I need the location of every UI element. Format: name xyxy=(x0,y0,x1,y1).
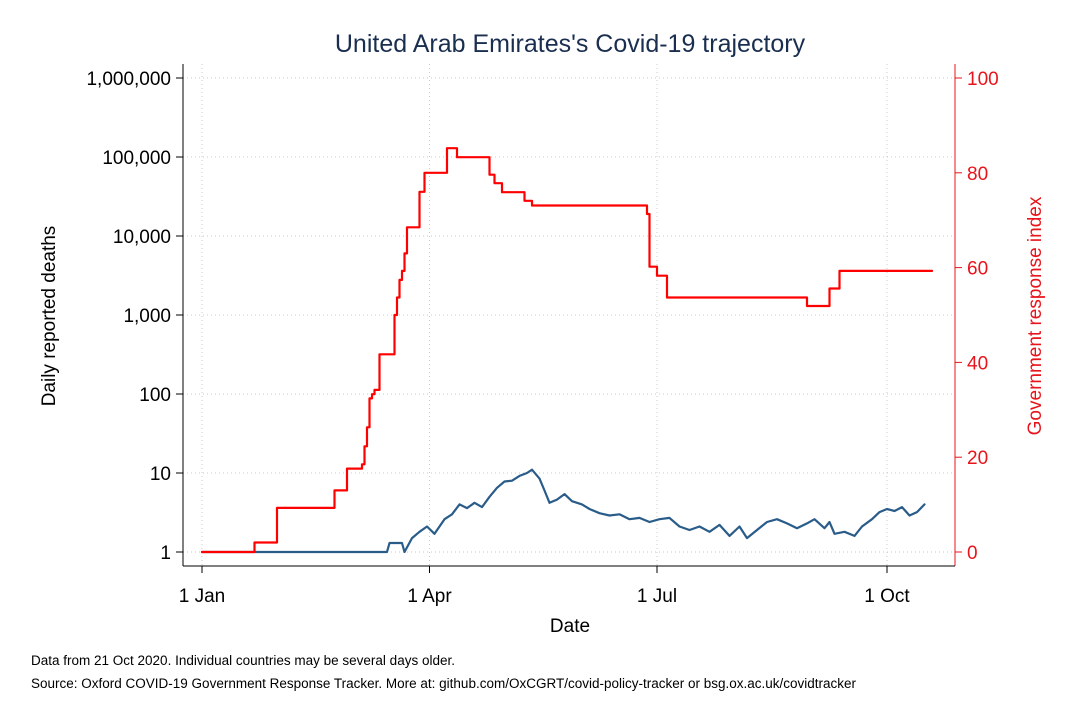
chart: United Arab Emirates's Covid-19 trajecto… xyxy=(39,30,1046,637)
y-left-tick-label: 1,000,000 xyxy=(86,69,171,90)
y-right-tick-label: 80 xyxy=(967,164,988,185)
y-right-tick-label: 100 xyxy=(967,69,999,90)
y-right-tick-label: 60 xyxy=(967,259,988,280)
x-tick-label: 1 Oct xyxy=(864,586,910,607)
y-right-tick-label: 20 xyxy=(967,448,988,469)
ticks: 1 10 100 1,000 10,000 100,000 1,000,000 0 20 40 60… xyxy=(86,69,998,607)
series-lines xyxy=(200,147,934,554)
grid xyxy=(183,64,955,566)
stringency-index-line xyxy=(200,147,934,554)
chart-title: United Arab Emirates's Covid-19 trajecto… xyxy=(335,30,806,58)
x-tick-label: 1 Jan xyxy=(179,586,225,607)
y-left-tick-label: 1 xyxy=(160,543,171,564)
x-tick-label: 1 Apr xyxy=(407,586,452,607)
y-left-tick-label: 10,000 xyxy=(113,227,171,248)
data-date-note: Data from 21 Oct 2020. Individual countr… xyxy=(31,653,455,668)
daily-deaths-line xyxy=(200,468,926,554)
y-right-tick-label: 0 xyxy=(967,543,978,564)
x-tick-label: 1 Jul xyxy=(637,586,677,607)
y-left-tick-label: 100 xyxy=(139,385,171,406)
y-right-tick-label: 40 xyxy=(967,353,988,374)
y-axis-label-left: Daily reported deaths xyxy=(39,226,60,407)
y-left-tick-label: 100,000 xyxy=(102,148,171,169)
x-axis-label: Date xyxy=(550,616,590,637)
y-axis-label-right: Government response index xyxy=(1025,196,1046,435)
source-note: Source: Oxford COVID-19 Government Respo… xyxy=(31,676,857,691)
y-left-tick-label: 10 xyxy=(150,464,171,485)
y-left-tick-label: 1,000 xyxy=(123,306,171,327)
